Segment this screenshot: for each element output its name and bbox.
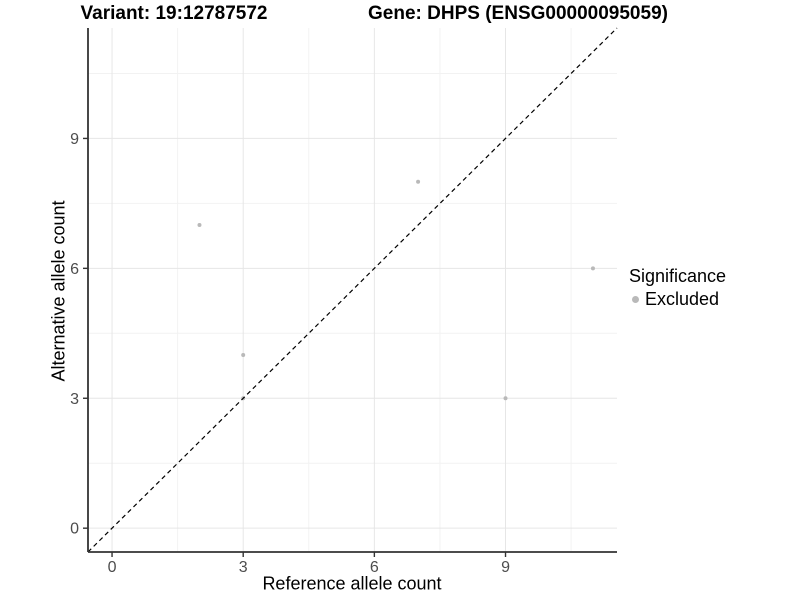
plot-title-gene: Gene: DHPS (ENSG00000095059) — [368, 3, 668, 24]
y-tick-label: 0 — [70, 521, 79, 538]
data-point — [503, 396, 508, 401]
data-point — [590, 266, 595, 271]
legend-item-excluded: Excluded — [629, 289, 726, 310]
y-tick-label: 3 — [70, 391, 79, 408]
data-point — [197, 223, 202, 228]
legend: Significance Excluded — [629, 266, 726, 310]
y-axis-title: Alternative allele count — [48, 200, 69, 382]
y-tick-label: 9 — [70, 131, 79, 148]
identity-line — [87, 27, 618, 553]
y-tick-label: 6 — [70, 261, 79, 278]
x-tick-label: 0 — [108, 559, 117, 576]
legend-item-label: Excluded — [645, 289, 720, 309]
x-tick-label: 3 — [239, 559, 248, 576]
legend-point-icon — [632, 296, 639, 303]
data-point — [416, 179, 421, 184]
plot-title-variant: Variant: 19:12787572 — [80, 3, 268, 24]
x-tick-label: 6 — [370, 559, 379, 576]
data-point — [241, 352, 246, 357]
x-axis-title: Reference allele count — [262, 573, 442, 594]
legend-title: Significance — [629, 266, 727, 286]
x-tick-label: 9 — [501, 559, 510, 576]
